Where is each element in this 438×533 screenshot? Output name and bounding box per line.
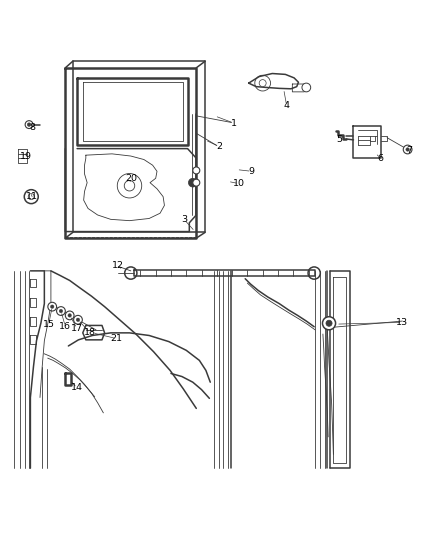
Text: 2: 2 (216, 142, 222, 151)
Text: 12: 12 (112, 261, 124, 270)
Circle shape (302, 83, 311, 92)
Text: 21: 21 (110, 334, 122, 343)
Circle shape (259, 79, 266, 87)
Text: 11: 11 (26, 192, 38, 201)
Circle shape (193, 167, 200, 174)
Circle shape (76, 318, 80, 321)
Circle shape (48, 302, 57, 311)
Circle shape (65, 311, 74, 320)
Text: 6: 6 (378, 154, 384, 163)
Text: 9: 9 (249, 167, 255, 176)
Text: 10: 10 (233, 179, 245, 188)
Text: 4: 4 (284, 101, 290, 110)
Text: 1: 1 (231, 119, 237, 128)
Circle shape (193, 179, 200, 186)
Circle shape (74, 316, 82, 324)
Circle shape (322, 317, 336, 330)
Circle shape (326, 320, 332, 326)
Text: 17: 17 (71, 324, 83, 333)
Text: 18: 18 (84, 328, 96, 337)
Circle shape (57, 306, 65, 316)
Text: 3: 3 (181, 215, 187, 224)
Text: 20: 20 (125, 174, 137, 183)
Circle shape (403, 145, 412, 154)
Text: 14: 14 (71, 383, 83, 392)
Circle shape (27, 123, 31, 126)
Circle shape (68, 313, 71, 317)
Circle shape (59, 309, 63, 313)
Circle shape (406, 148, 410, 151)
Text: 15: 15 (43, 320, 55, 329)
Circle shape (124, 181, 135, 191)
Text: 19: 19 (20, 152, 32, 161)
Text: 13: 13 (396, 318, 409, 327)
Circle shape (188, 179, 197, 187)
Text: 8: 8 (29, 123, 35, 132)
Text: 5: 5 (336, 135, 342, 144)
Text: 7: 7 (406, 146, 412, 155)
Circle shape (28, 193, 34, 200)
Circle shape (50, 305, 54, 309)
Text: 16: 16 (59, 322, 71, 331)
Circle shape (25, 120, 33, 128)
